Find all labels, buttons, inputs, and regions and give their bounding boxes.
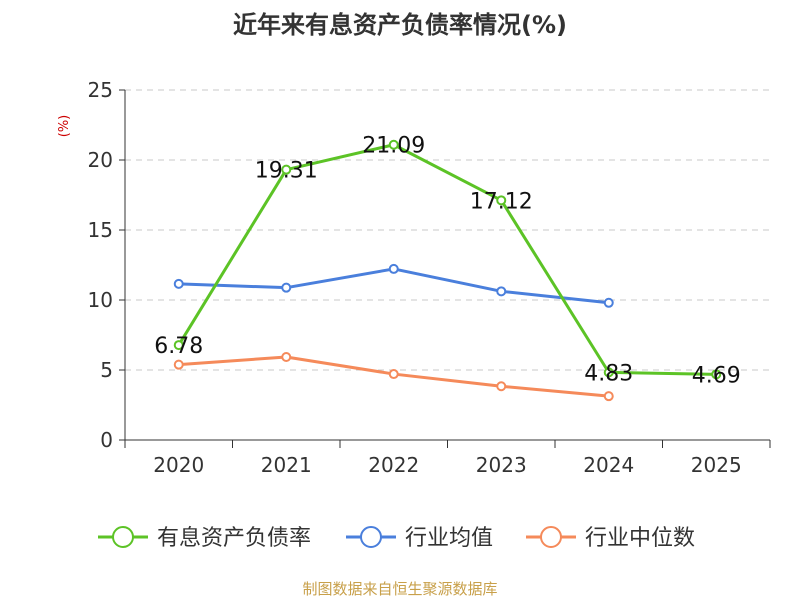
x-tick-labels: 2020 2021 2022 2023 2024 2025 [153,453,741,477]
x-tick-label: 2021 [261,453,312,477]
y-tick-label: 15 [88,218,113,242]
data-point [388,369,399,380]
chart-title: 近年来有息资产负债率情况(%) [233,11,567,39]
y-tick-label: 5 [100,358,113,382]
data-point [603,391,614,402]
legend-marker [112,526,134,548]
data-label: 21.09 [362,134,425,159]
data-label: 17.12 [470,189,533,214]
data-point [388,263,399,274]
legend-marker [540,526,562,548]
data-point [173,340,184,351]
y-tick-label: 10 [88,288,113,312]
series-line [178,267,609,305]
legend-marker [360,526,382,548]
legend-label: 有息资产负债率 [157,526,311,551]
y-tick-label: 25 [88,78,113,102]
data-label: 19.31 [255,159,318,184]
data-label: 6.78 [154,334,203,359]
data-point [281,351,292,362]
data-point [711,369,722,380]
x-tick-label: 2022 [368,453,419,477]
axes [119,89,771,448]
series-line [177,143,717,376]
legend-label: 行业中位数 [585,526,695,551]
data-point [496,195,507,206]
data-point [496,286,507,297]
data-point [173,359,184,370]
data-point [281,164,292,175]
y-tick-label: 20 [88,148,113,172]
data-point [603,297,614,308]
legend: 有息资产负债率 行业均值 行业中位数 [98,526,695,551]
series-layer [173,139,722,402]
source-note: 制图数据来自恒生聚源数据库 [302,580,497,598]
x-tick-label: 2024 [583,453,634,477]
x-tick-label: 2025 [691,453,742,477]
legend-label: 行业均值 [405,526,493,551]
y-tick-label: 0 [100,428,113,452]
data-labels: 6.78 19.31 21.09 17.12 4.83 4.69 [154,134,740,389]
data-point [281,282,292,293]
data-label: 4.69 [692,363,741,388]
x-tick-label: 2023 [476,453,527,477]
data-label: 4.83 [584,361,633,386]
x-tick-label: 2020 [153,453,204,477]
data-point [173,278,184,289]
data-point [603,367,614,378]
data-point [388,139,399,150]
y-tick-labels: 0 5 10 15 20 25 [88,78,113,452]
y-axis-label: (%) [57,115,72,138]
grid-lines [125,89,770,371]
data-point [496,381,507,392]
